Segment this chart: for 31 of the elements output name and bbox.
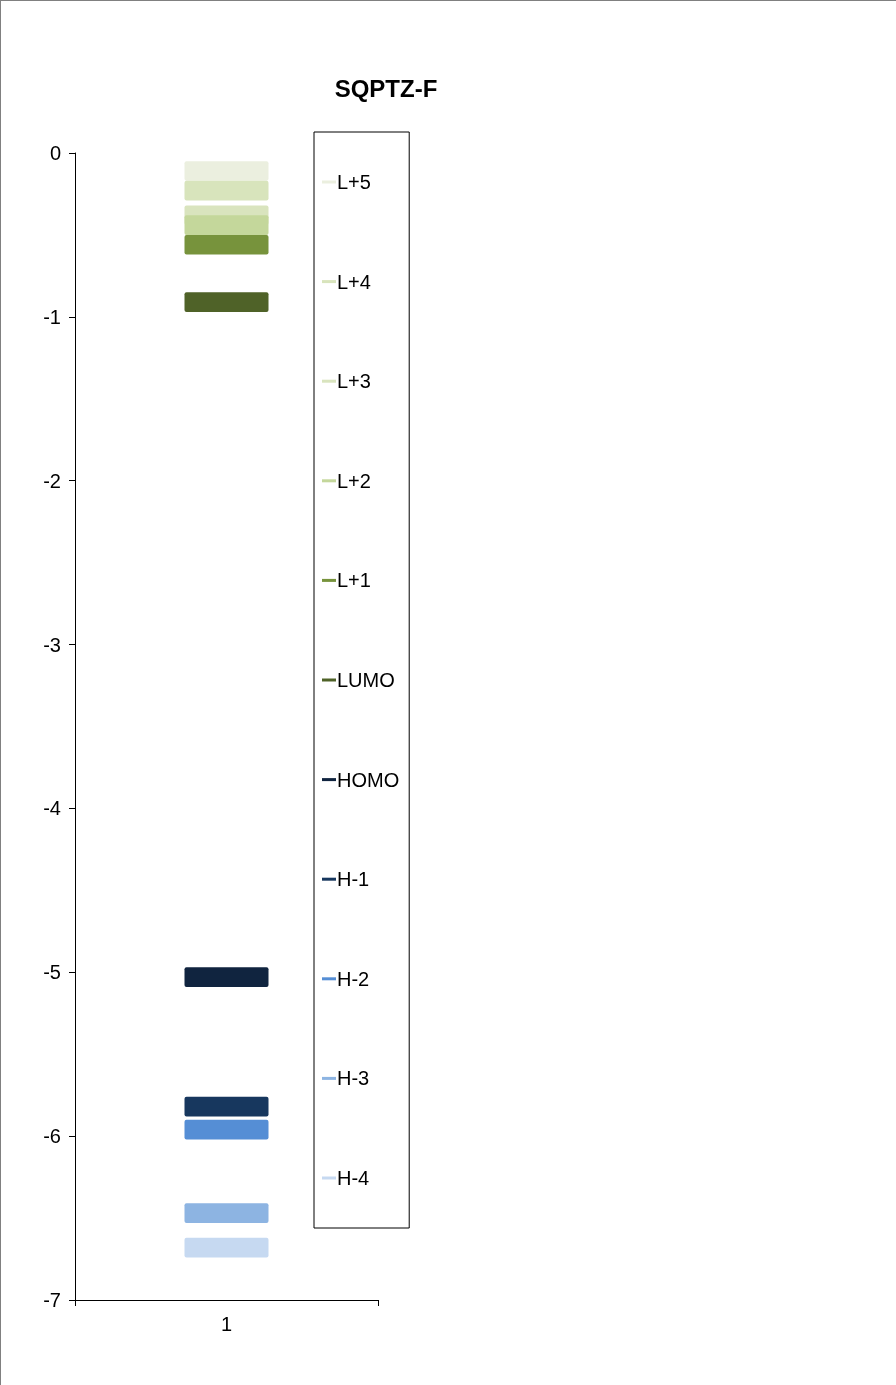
bar [184, 234, 269, 255]
legend-label: L+4 [337, 270, 371, 293]
y-tick-label: -1 [43, 305, 61, 328]
text: SQPTZ-F [334, 74, 438, 102]
bar [184, 1119, 269, 1140]
y-tick-label: -3 [43, 633, 61, 656]
bar [184, 180, 269, 201]
y-tick-label: -4 [43, 797, 61, 820]
legend-label: LUMO [337, 669, 395, 691]
legend-label: L+5 [337, 171, 371, 193]
y-tick-label: -5 [43, 961, 61, 984]
legend-label: H-4 [337, 1167, 370, 1189]
y-tick-label: -2 [43, 469, 61, 492]
legend-label: H-1 [337, 868, 370, 891]
bar [184, 292, 269, 312]
legend-label: HOMO [337, 768, 400, 791]
legend-label: L+1 [337, 569, 371, 592]
legend-label: H-3 [337, 1067, 370, 1090]
y-tick-label: -7 [43, 1289, 61, 1311]
y-tick-label: 0 [49, 142, 61, 164]
bar [184, 1237, 269, 1258]
x-tick-label: 1 [220, 1313, 233, 1335]
legend-label: L+2 [337, 469, 371, 492]
y-tick-label: -6 [43, 1125, 61, 1148]
legend-label: L+3 [337, 370, 371, 393]
bar [184, 161, 269, 181]
bar [184, 967, 269, 988]
bar [184, 215, 269, 235]
legend-label: H-2 [337, 967, 370, 990]
bar [184, 1203, 269, 1223]
bar [184, 1096, 269, 1117]
